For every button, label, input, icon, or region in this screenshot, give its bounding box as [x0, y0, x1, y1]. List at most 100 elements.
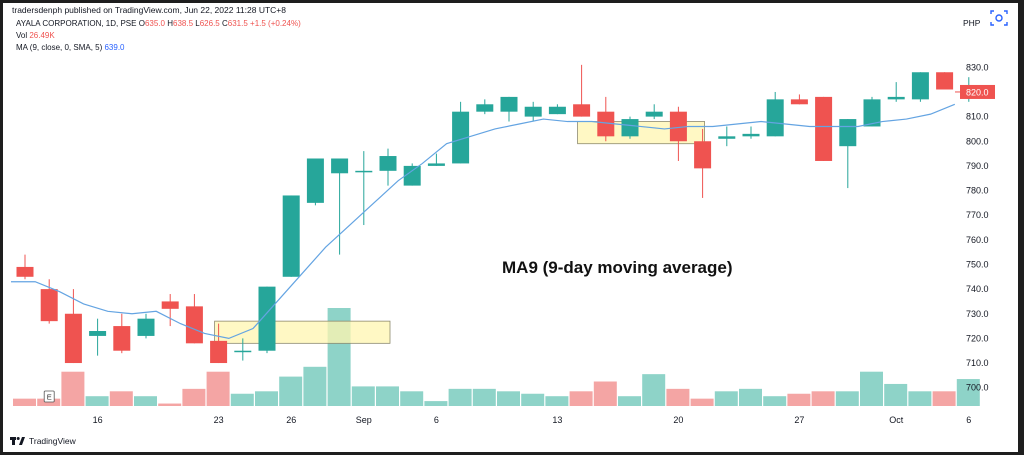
volume-bar: [424, 401, 448, 406]
x-tick-label: 26: [286, 415, 296, 425]
volume-bar: [182, 388, 206, 406]
candle-body: [742, 133, 760, 137]
event-marker-label: E: [47, 393, 52, 402]
candle-body: [282, 195, 300, 277]
highlight-box: [214, 320, 391, 344]
candle-body: [936, 72, 954, 90]
y-tick-label: 710.0: [966, 358, 989, 368]
currency-label: PHP: [963, 18, 981, 28]
candle-body: [887, 96, 905, 100]
candle-body: [234, 350, 252, 353]
candle-body: [645, 111, 663, 117]
candle-body: [185, 306, 203, 344]
candle-body: [839, 119, 857, 147]
candle-body: [790, 99, 808, 105]
candle-body: [815, 96, 833, 161]
volume-bar: [472, 388, 496, 406]
low-value: 626.5: [199, 19, 220, 28]
x-axis[interactable]: 16 23 26 Sep 6 13 20 27 Oct 6: [93, 415, 972, 425]
annotation-layer: MA9 (9-day moving average) E: [43, 258, 733, 403]
volume-bar: [956, 379, 980, 406]
volume-bar: [787, 393, 811, 406]
open-label: O: [138, 19, 145, 28]
candle-body: [694, 141, 712, 169]
ma-legend: MA (9, close, 0, SMA, 5) 639.0: [16, 43, 125, 52]
volume-bar: [618, 396, 641, 406]
candle-body: [524, 106, 542, 117]
x-tick-label: 6: [966, 415, 971, 425]
ma9-annotation: MA9 (9-day moving average): [502, 258, 733, 277]
candle-body: [306, 158, 324, 203]
y-tick-label: 770.0: [966, 210, 989, 220]
candle-body: [597, 111, 615, 137]
volume-bar: [908, 391, 932, 406]
volume-bar: [206, 371, 230, 406]
frame-right-border: [1018, 0, 1024, 455]
y-tick-label: 830.0: [966, 62, 989, 72]
x-tick-label: 23: [214, 415, 224, 425]
x-tick-label: 20: [673, 415, 683, 425]
volume-bar: [884, 383, 908, 406]
y-tick-label: 720.0: [966, 333, 989, 343]
candle-body: [573, 104, 591, 117]
symbol-name: AYALA CORPORATION, 1D, PSE: [16, 19, 137, 28]
y-tick-label: 730.0: [966, 309, 989, 319]
y-axis[interactable]: 830.0 820.0 810.0 800.0 790.0 780.0 770.0 760.0…: [955, 62, 995, 393]
ma-line: [11, 103, 956, 340]
volume-bar: [714, 391, 738, 406]
volume-bar: [860, 371, 883, 406]
volume-bar: [351, 386, 375, 406]
volume-bar: [763, 396, 787, 406]
candle-body: [113, 326, 131, 351]
high-label: H: [167, 19, 173, 28]
camera-icon[interactable]: [988, 8, 1010, 28]
y-tick-label: 810.0: [966, 112, 989, 122]
high-value: 638.5: [173, 19, 194, 28]
candle-body: [258, 286, 276, 351]
last-price-label: 820.0: [966, 87, 989, 97]
volume-bar: [739, 388, 762, 406]
x-tick-label: 13: [552, 415, 562, 425]
frame-bottom-border: [0, 452, 1024, 455]
frame-top-border: [0, 0, 1024, 3]
publisher-line: tradersdenph published on TradingView.co…: [12, 5, 286, 15]
candle-body: [766, 99, 784, 137]
candle-body: [331, 158, 349, 174]
footer-brand: TradingView: [10, 436, 76, 446]
candle-body: [40, 289, 58, 322]
volume-bar: [642, 374, 666, 406]
volume-bar: [230, 393, 254, 406]
volume-bar: [109, 391, 133, 406]
candle-body: [476, 104, 494, 112]
volume-bar: [690, 398, 714, 406]
candle-body: [355, 170, 373, 173]
candle-body: [210, 340, 228, 364]
last-price-tag: [960, 84, 995, 99]
open-value: 635.0: [144, 19, 165, 28]
volume-bar: [400, 391, 424, 406]
frame-left-border: [0, 0, 3, 455]
volume-bar: [85, 396, 109, 406]
volume-value: 26.49K: [29, 31, 55, 40]
volume-layer: [13, 308, 980, 406]
tradingview-brand: TradingView: [29, 436, 76, 446]
close-value: 631.5: [227, 19, 248, 28]
volume-bar: [545, 396, 569, 406]
volume-bar: [279, 376, 303, 406]
volume-bar: [255, 391, 278, 406]
candle-body: [863, 99, 881, 127]
low-label: L: [195, 19, 200, 28]
candle-body: [452, 111, 470, 164]
volume-bar: [13, 398, 36, 406]
candle-body: [621, 119, 639, 137]
candle-body: [379, 156, 397, 171]
volume-label: Vol: [16, 31, 28, 40]
volume-bar: [521, 393, 545, 406]
y-tick-label: 800.0: [966, 136, 989, 146]
ma-label: MA (9, close, 0, SMA, 5): [16, 43, 103, 52]
ma-layer: [11, 103, 956, 340]
volume-bar: [811, 391, 835, 406]
y-tick-label: 700.0: [966, 383, 989, 393]
